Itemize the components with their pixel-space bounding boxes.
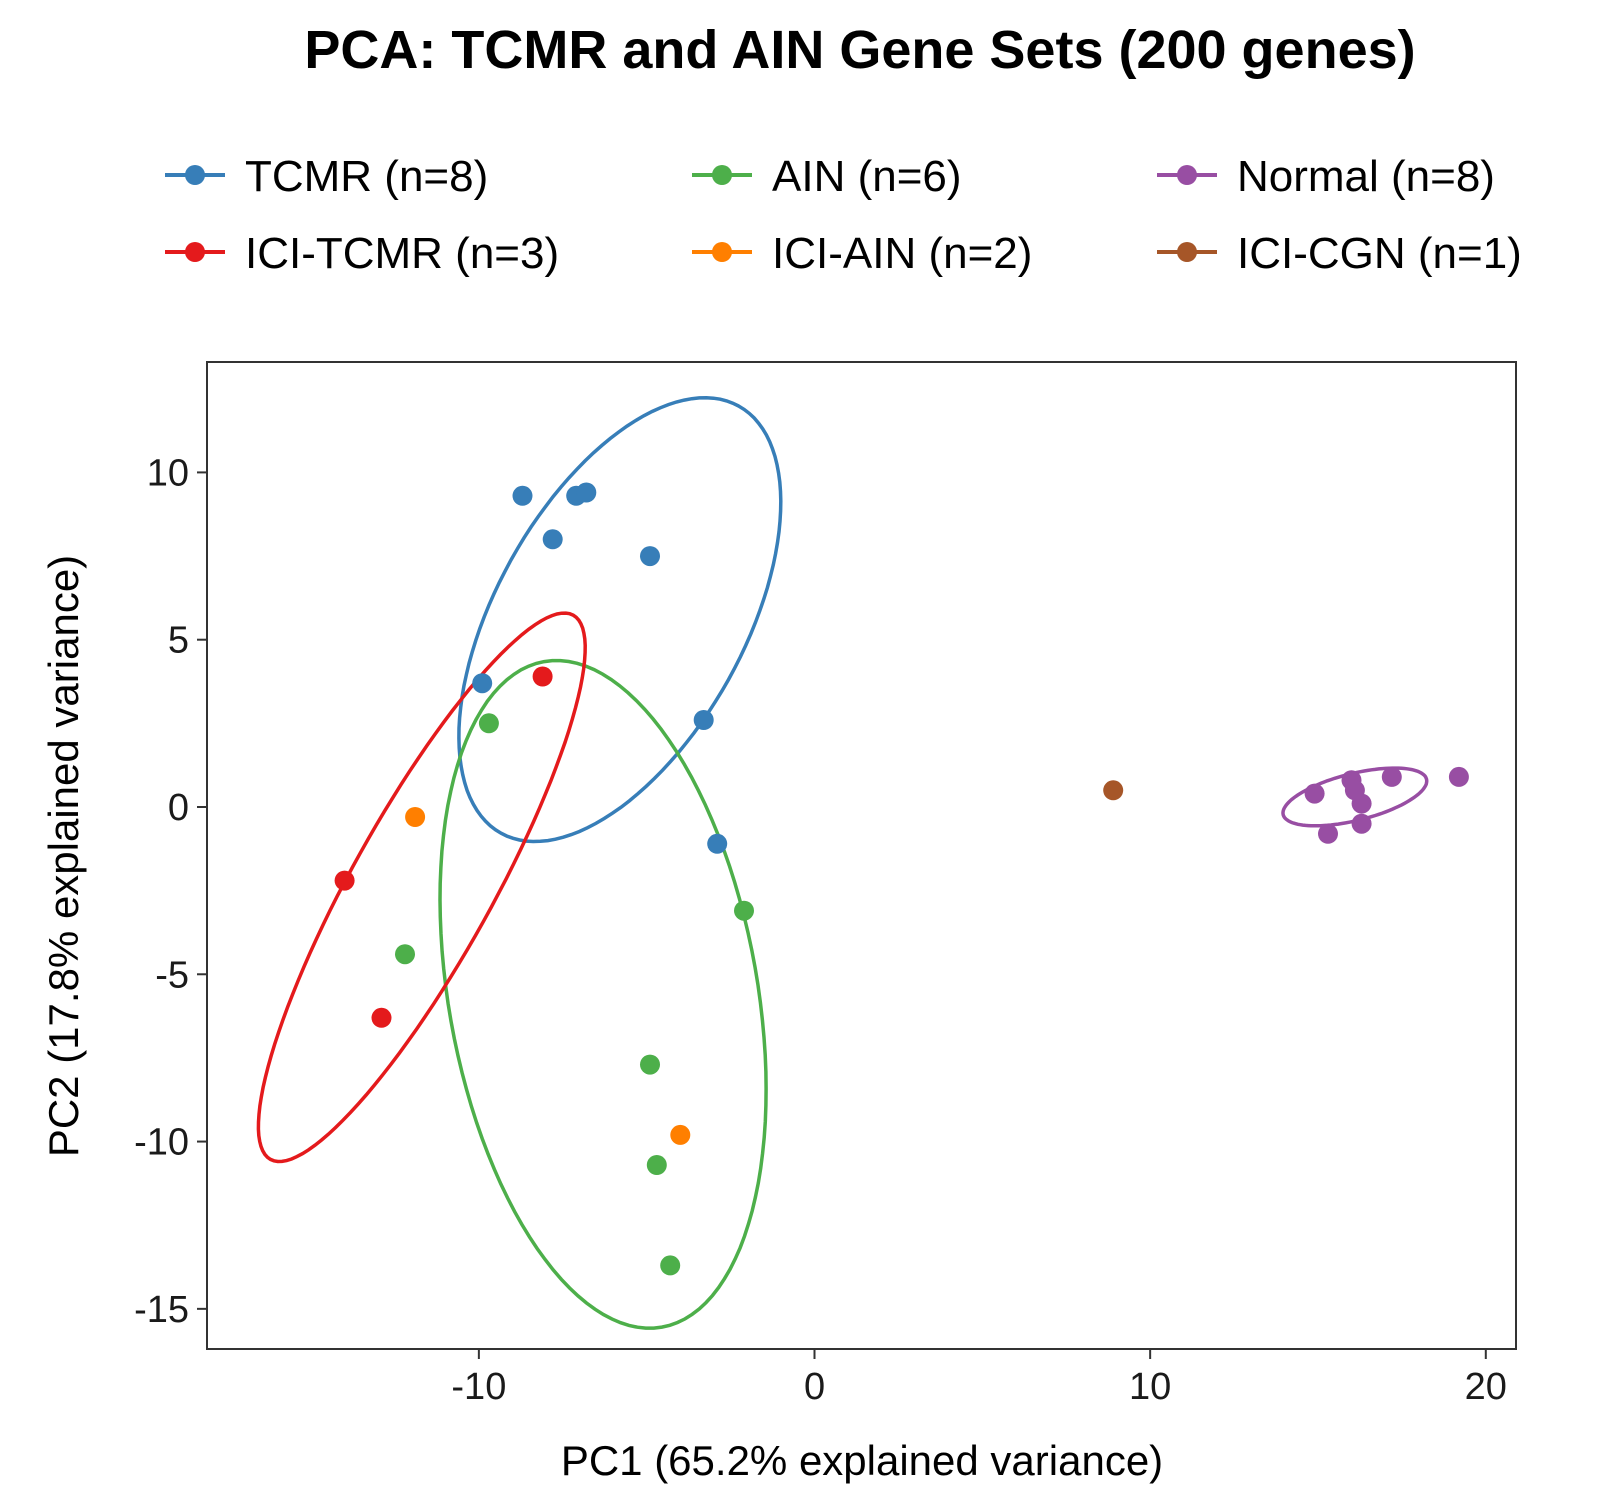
point-ici-tcmr-n-3 [334, 870, 355, 891]
x-axis: -10 0 10 20 [451, 1349, 1507, 1408]
point-ici-tcmr-n-3 [532, 666, 553, 687]
legend-item-ici-ain-n-2: ICI-AIN (n=2) [692, 229, 1032, 278]
legend-item-ici-cgn-n-1: ICI-CGN (n=1) [1157, 229, 1522, 278]
point-tcmr-n-8 [512, 485, 533, 506]
x-tick-label: 0 [804, 1366, 825, 1408]
legend-label: ICI-AIN (n=2) [772, 229, 1032, 278]
point-normal-n-8 [1381, 766, 1402, 787]
legend-item-normal-n-8: Normal (n=8) [1157, 152, 1495, 201]
legend-key-marker [1177, 165, 1197, 185]
point-normal-n-8 [1448, 766, 1469, 787]
legend-label: ICI-CGN (n=1) [1237, 229, 1522, 278]
point-ici-cgn-n-1 [1103, 780, 1124, 801]
y-tick-label: -5 [155, 954, 189, 996]
point-tcmr-n-8 [707, 833, 728, 854]
legend-label: Normal (n=8) [1237, 152, 1495, 201]
point-ain-n-6 [478, 713, 499, 734]
legend-item-tcmr-n-8: TCMR (n=8) [165, 152, 488, 201]
legend-key-marker [185, 165, 205, 185]
y-tick-label: -10 [134, 1122, 189, 1164]
ellipse-ain-n-6 [438, 658, 768, 1330]
y-axis: -15 -10 -5 0 5 10 [134, 452, 207, 1331]
y-axis-label: PC2 (17.8% explained variance) [40, 555, 87, 1157]
point-normal-n-8 [1351, 793, 1372, 814]
plot-panel-border [206, 361, 1517, 1350]
legend-label: ICI-TCMR (n=3) [245, 229, 559, 278]
point-tcmr-n-8 [576, 482, 597, 503]
point-ici-ain-n-2 [405, 807, 426, 827]
ellipse-normal-n-8 [1281, 766, 1429, 828]
point-normal-n-8 [1304, 783, 1325, 804]
legend-label: TCMR (n=8) [245, 152, 488, 201]
legend-item-ici-tcmr-n-3: ICI-TCMR (n=3) [165, 229, 559, 278]
x-tick-label: -10 [451, 1366, 506, 1408]
point-tcmr-n-8 [542, 529, 563, 550]
point-ain-n-6 [646, 1155, 667, 1175]
point-ain-n-6 [395, 944, 415, 965]
point-ain-n-6 [660, 1255, 681, 1276]
point-ain-n-6 [734, 900, 754, 921]
legend-key-marker [1177, 242, 1197, 262]
y-tick-label: -15 [134, 1289, 189, 1331]
point-ici-tcmr-n-3 [371, 1007, 392, 1028]
ellipse-tcmr-n-8 [457, 396, 783, 844]
data-points [334, 482, 1469, 1276]
y-tick-label: 10 [147, 452, 189, 494]
legend: TCMR (n=8) AIN (n=6) Normal (n=8) ICI-TCMR … [165, 152, 1522, 278]
legend-key-marker [712, 165, 732, 185]
legend-label: AIN (n=6) [772, 152, 962, 201]
point-tcmr-n-8 [640, 546, 660, 567]
point-normal-n-8 [1351, 813, 1372, 834]
point-ici-ain-n-2 [670, 1124, 691, 1145]
point-tcmr-n-8 [693, 710, 714, 730]
x-tick-label: 20 [1465, 1366, 1507, 1408]
legend-key-marker [185, 242, 205, 262]
legend-key-marker [712, 242, 732, 262]
point-normal-n-8 [1318, 823, 1338, 844]
ellipse-ici-tcmr-n-3 [256, 611, 587, 1164]
x-axis-label: PC1 (65.2% explained variance) [561, 1437, 1163, 1484]
chart-title: PCA: TCMR and AIN Gene Sets (200 genes) [304, 20, 1415, 80]
point-ain-n-6 [640, 1054, 660, 1075]
x-tick-label: 10 [1129, 1366, 1171, 1408]
confidence-ellipses [256, 396, 1429, 1330]
y-tick-label: 0 [168, 787, 189, 829]
point-tcmr-n-8 [472, 673, 493, 694]
legend-item-ain-n-6: AIN (n=6) [692, 152, 962, 201]
y-tick-label: 5 [168, 620, 189, 662]
